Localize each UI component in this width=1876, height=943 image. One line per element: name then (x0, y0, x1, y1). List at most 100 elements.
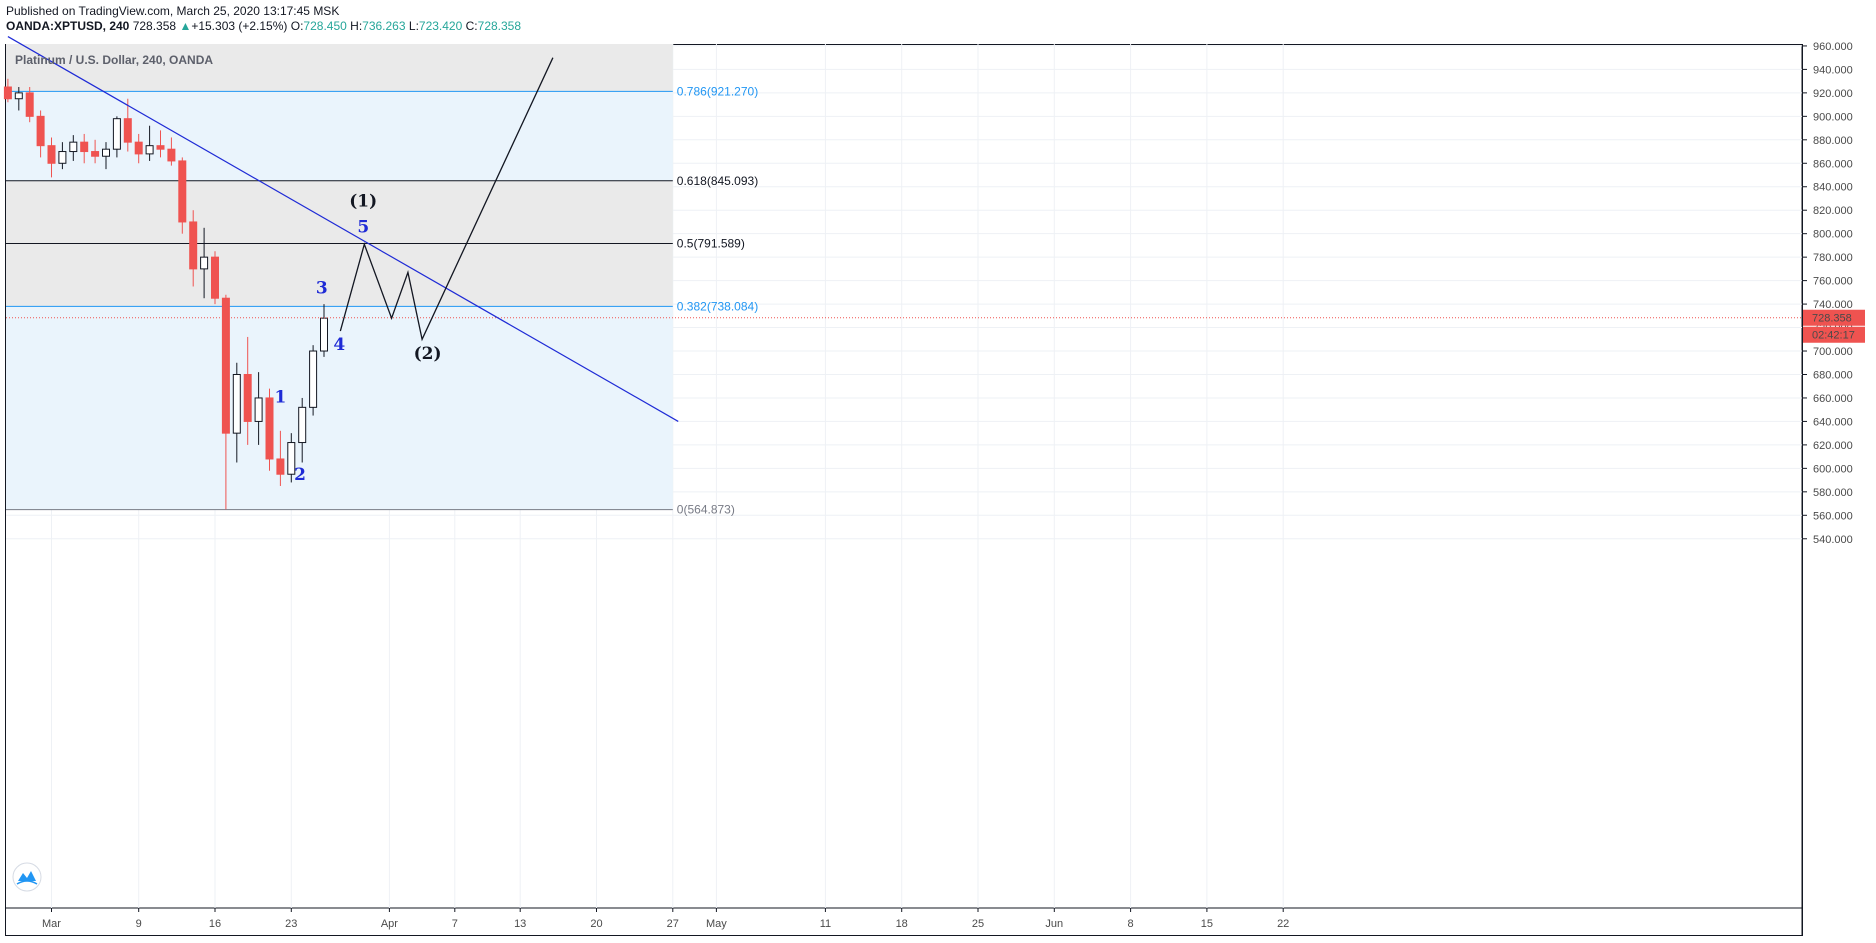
candle-body (254, 397, 263, 422)
y-tick-label: 640.000 (1813, 416, 1853, 428)
wave-degree-label: (1) (349, 192, 377, 212)
fib-label: 0.786(921.270) (677, 84, 758, 98)
price-axis[interactable]: 960.000 940.000 920.000 900.000 880.000 860.0… (1802, 41, 1865, 546)
fib-label: 0.618(845.093) (677, 174, 758, 188)
x-tick-label: 7 (452, 918, 458, 930)
x-tick-label: 20 (590, 918, 602, 930)
published-line: Published on TradingView.com, March 25, … (6, 4, 340, 18)
candle-body (134, 141, 143, 155)
x-tick-label: 18 (896, 918, 908, 930)
high-value: 736.263 (362, 19, 406, 33)
wave-label: 3 (316, 279, 328, 299)
candle-body (14, 92, 23, 100)
y-tick-label: 920.000 (1813, 88, 1853, 100)
y-tick-label: 560.000 (1813, 510, 1853, 522)
symbol-label: OANDA:XPTUSD, 240 (6, 19, 130, 33)
last-price: 728.358 (132, 19, 177, 33)
x-tick-label: May (706, 918, 727, 930)
y-tick-label: 760.000 (1813, 276, 1853, 288)
candle-body (298, 406, 307, 444)
candle-body (47, 145, 56, 164)
y-tick-label: 660.000 (1813, 393, 1853, 405)
open-value: 728.450 (303, 19, 347, 33)
candle-body (91, 151, 100, 157)
candle-body (156, 145, 165, 150)
x-tick-label: 15 (1201, 918, 1213, 930)
countdown-badge (1803, 326, 1865, 343)
fib-label: 0(564.873) (677, 503, 735, 517)
fib-label: 0.382(738.084) (677, 299, 758, 313)
change-arrow-icon: ▲ (179, 19, 192, 33)
close-value: 728.358 (477, 19, 522, 33)
tradingview-logo-icon[interactable] (12, 862, 42, 892)
candle-body (287, 442, 296, 475)
y-tick-label: 600.000 (1813, 463, 1853, 475)
candle-body (309, 350, 318, 408)
y-tick-label: 820.000 (1813, 205, 1853, 217)
open-label: O: (290, 19, 304, 33)
y-tick-label: 960.000 (1813, 41, 1853, 53)
y-tick-label: 840.000 (1813, 182, 1853, 194)
candle-body (58, 151, 67, 164)
candle-body (200, 256, 209, 270)
y-tick-label: 740.000 (1813, 299, 1853, 311)
x-tick-label: Apr (381, 918, 398, 930)
candle-body (211, 256, 219, 299)
candle-body (178, 160, 187, 223)
y-tick-label: 860.000 (1813, 158, 1853, 170)
fib-zone (6, 306, 673, 510)
last-price-badge-text: 728.358 (1812, 313, 1852, 325)
y-tick-label: 580.000 (1813, 487, 1853, 499)
chart-header: Published on TradingView.com, March 25, … (6, 4, 521, 34)
x-tick-label: 16 (209, 918, 221, 930)
y-tick-label: 700.000 (1813, 346, 1853, 358)
candle-body (276, 458, 285, 475)
x-tick-label: 9 (136, 918, 142, 930)
x-tick-label: 27 (667, 918, 679, 930)
candle-body (221, 297, 230, 434)
symbol-line: OANDA:XPTUSD, 240 728.358 ▲+15.303 (+2.1… (6, 19, 521, 34)
y-tick-label: 940.000 (1813, 64, 1853, 76)
last-price-badge (1803, 309, 1865, 326)
candle-body (36, 115, 45, 147)
countdown-badge-text: 02:42:17 (1812, 330, 1855, 342)
y-tick-label: 540.000 (1813, 534, 1853, 546)
candle-body (80, 141, 89, 153)
fib-zone-top (6, 44, 673, 92)
low-value: 723.420 (418, 19, 463, 33)
fib-label: 0.5(791.589) (677, 237, 745, 251)
wave-label: 5 (357, 218, 369, 238)
close-label: C: (465, 19, 478, 33)
x-tick-label: 25 (972, 918, 984, 930)
candle-body (243, 373, 252, 422)
wave-label: 2 (294, 465, 306, 485)
x-tick-label: 23 (285, 918, 297, 930)
fib-zone (6, 180, 673, 244)
candles (3, 78, 328, 510)
candle-body (123, 118, 132, 143)
candle-body (189, 221, 198, 270)
y-tick-label: 620.000 (1813, 440, 1853, 452)
candle-body (232, 373, 241, 434)
wave-label: 1 (274, 388, 286, 408)
elliott-projection (339, 57, 554, 342)
candle-body (3, 86, 12, 100)
time-axis[interactable]: Mar 9 16 23 Apr 7 13 20 27 May 11 18 25 Jun 8 15 22 (42, 908, 1289, 930)
drawings: 1 2 3 4 5 (1) (2) (6, 36, 1802, 485)
x-tick-label: 13 (514, 918, 526, 930)
candle-body (112, 118, 121, 150)
low-label: L: (408, 19, 419, 33)
x-tick-label: Mar (42, 918, 61, 930)
high-label: H: (350, 19, 363, 33)
y-tick-label: 900.000 (1813, 111, 1853, 123)
fib-zone (6, 243, 673, 307)
candle-body (102, 148, 110, 157)
x-tick-label: 11 (820, 918, 831, 930)
x-tick-label: 22 (1277, 918, 1289, 930)
wave-degree-label: (2) (414, 344, 442, 364)
candle-body (69, 141, 78, 153)
candle-body (167, 148, 176, 162)
trendline (7, 36, 679, 422)
y-tick-label: 800.000 (1813, 229, 1853, 241)
